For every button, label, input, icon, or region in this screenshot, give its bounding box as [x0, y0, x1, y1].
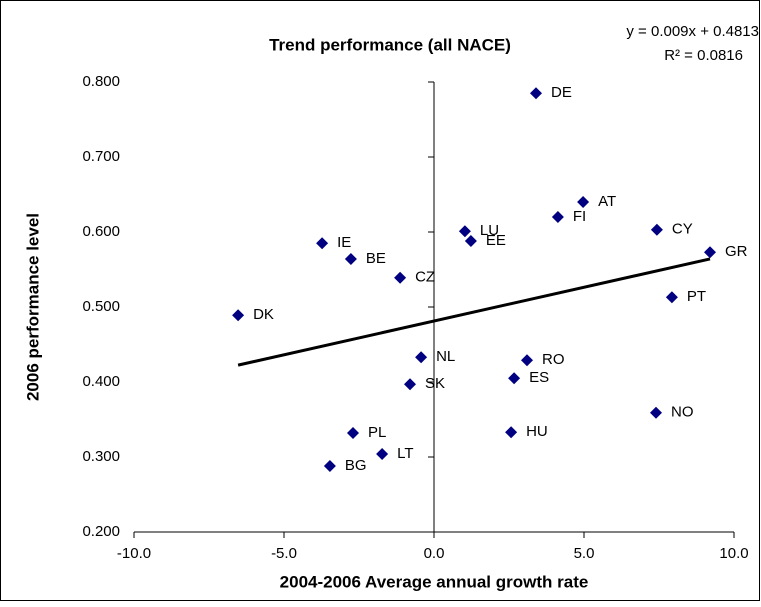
point-label: BE: [366, 250, 386, 267]
data-point: [464, 235, 477, 247]
data-point: [344, 253, 357, 265]
data-point: [665, 291, 678, 304]
data-point: [505, 426, 518, 439]
point-label: DK: [253, 306, 274, 323]
point-label: CY: [672, 221, 693, 238]
data-point: [577, 196, 590, 208]
point-label: NL: [436, 348, 455, 365]
point-label: SK: [425, 375, 445, 392]
data-point: [232, 309, 245, 322]
point-label: LU: [480, 222, 499, 239]
data-point: [316, 237, 329, 250]
x-tick-label: 0.0: [424, 545, 445, 562]
data-point: [323, 460, 336, 472]
point-label: NO: [671, 404, 694, 421]
point-label: HU: [526, 423, 548, 440]
point-label: PL: [368, 424, 386, 441]
data-point: [704, 246, 716, 259]
data-point: [376, 448, 389, 460]
point-label: AT: [598, 193, 616, 210]
x-tick-label: -10.0: [117, 545, 151, 562]
y-axis-title: 2006 performance level: [23, 213, 42, 401]
point-label: ES: [529, 369, 549, 386]
point-label: RO: [542, 351, 565, 368]
data-point: [521, 354, 533, 367]
data-point: [394, 271, 407, 284]
data-point: [404, 378, 416, 391]
y-tick-label: 0.400: [82, 373, 120, 390]
point-label: FI: [573, 208, 586, 225]
x-tick-label: -5.0: [271, 545, 297, 562]
data-point: [347, 427, 359, 439]
y-tick-label: 0.800: [82, 73, 120, 90]
point-label: PT: [687, 288, 706, 305]
trend-equation: y = 0.009x + 0.4813: [626, 23, 759, 40]
x-axis-title: 2004-2006 Average annual growth rate: [280, 572, 589, 591]
point-label: IE: [337, 234, 351, 251]
y-tick-label: 0.300: [82, 448, 120, 465]
data-point: [458, 225, 471, 238]
trendline: [237, 257, 711, 367]
r-squared: R² = 0.0816: [664, 47, 743, 64]
data-point: [650, 406, 662, 419]
point-label: LT: [397, 445, 413, 462]
point-label: DE: [551, 84, 572, 101]
data-point: [508, 372, 521, 385]
point-label: BG: [345, 457, 367, 474]
data-point: [415, 351, 428, 364]
data-point: [530, 87, 542, 100]
point-label: EE: [486, 232, 506, 249]
point-label: CZ: [415, 269, 435, 286]
chart-title: Trend performance (all NACE): [269, 35, 511, 54]
y-tick-label: 0.500: [82, 298, 120, 315]
x-tick-label: 5.0: [574, 545, 595, 562]
x-tick-label: 10.0: [719, 545, 748, 562]
y-tick-label: 0.700: [82, 148, 120, 165]
y-tick-label: 0.600: [82, 223, 120, 240]
y-tick-label: 0.200: [82, 523, 120, 540]
data-point: [551, 211, 564, 223]
point-label: GR: [725, 243, 748, 260]
data-point: [650, 223, 663, 236]
